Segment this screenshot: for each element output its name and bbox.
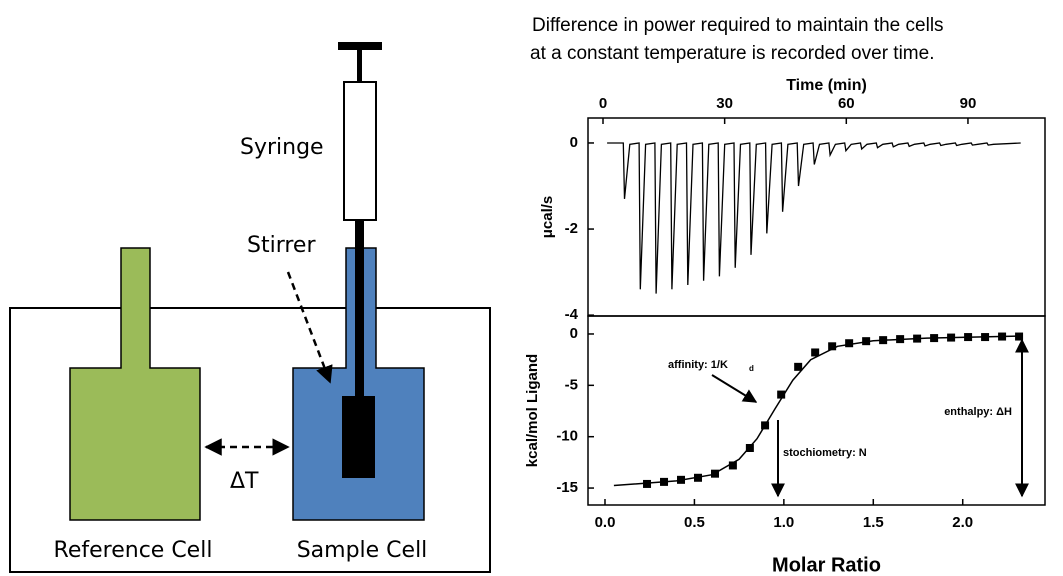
data-point (777, 390, 786, 399)
data-point (845, 339, 854, 348)
annotation: affinity: 1/K (668, 359, 728, 371)
annotation-subscript: d (749, 364, 754, 373)
x-axis-label: Time (min) (786, 77, 867, 94)
sample-cell-label: Sample Cell (297, 538, 428, 563)
data-point (677, 475, 686, 484)
data-point (930, 334, 939, 343)
data-point (998, 332, 1007, 341)
stirrer-arrow (286, 271, 333, 384)
plunger-top (338, 42, 382, 50)
caption-line: Difference in power required to maintain… (532, 15, 944, 36)
reference-cell (69, 247, 201, 521)
x-axis-label: Molar Ratio (772, 554, 881, 576)
data-point (981, 333, 990, 342)
data-point (1015, 332, 1024, 341)
y-tick-label: -2 (565, 220, 578, 237)
data-point (660, 477, 669, 486)
x-tick-label: 2.0 (952, 514, 973, 531)
annotation-arrow (711, 374, 758, 403)
data-point (828, 342, 837, 351)
delta-t-label: ΔT (230, 469, 259, 494)
data-point (964, 333, 973, 342)
y-tick-label: -4 (565, 306, 579, 323)
thermogram-line (607, 142, 1021, 294)
y-tick-label: 0 (570, 325, 578, 342)
data-point (694, 473, 703, 482)
data-point (761, 421, 770, 430)
data-point (913, 334, 922, 343)
annotation: enthalpy: ΔH (944, 406, 1012, 418)
plot-frame (587, 315, 1046, 506)
plunger (357, 50, 362, 82)
reference-cell-label: Reference Cell (54, 538, 213, 563)
y-tick-label: 0 (570, 134, 578, 151)
bath (9, 307, 491, 573)
stirrer-paddle (342, 396, 375, 478)
stirrer-label: Stirrer (247, 233, 316, 258)
y-tick-label: -15 (556, 479, 578, 496)
x-tick-label: 60 (838, 95, 855, 112)
syringe-needle (355, 220, 364, 400)
x-tick-label: 0.0 (595, 514, 616, 531)
y-tick-label: -5 (565, 376, 578, 393)
x-tick-label: 0 (599, 95, 607, 112)
x-tick-label: 1.0 (773, 514, 794, 531)
y-axis-label: kcal/mol Ligand (524, 354, 541, 467)
caption-line: at a constant temperature is recorded ov… (530, 43, 934, 64)
data-point (710, 469, 719, 478)
x-tick-label: 1.5 (863, 514, 884, 531)
x-tick-label: 0.5 (684, 514, 705, 531)
x-tick-label: 30 (716, 95, 733, 112)
data-point (794, 362, 803, 371)
data-point (643, 479, 652, 488)
y-axis-label: μcal/s (539, 196, 556, 239)
data-point (947, 333, 956, 342)
data-point (862, 337, 871, 346)
data-point (879, 336, 888, 345)
data-point (745, 443, 754, 452)
data-point (896, 335, 905, 344)
data-point (811, 348, 820, 357)
annotation: stochiometry: N (783, 447, 867, 459)
data-point (728, 461, 737, 470)
syringe-label: Syringe (240, 135, 324, 160)
x-tick-label: 90 (960, 95, 977, 112)
y-tick-label: -10 (556, 428, 578, 445)
syringe-barrel (343, 81, 377, 221)
